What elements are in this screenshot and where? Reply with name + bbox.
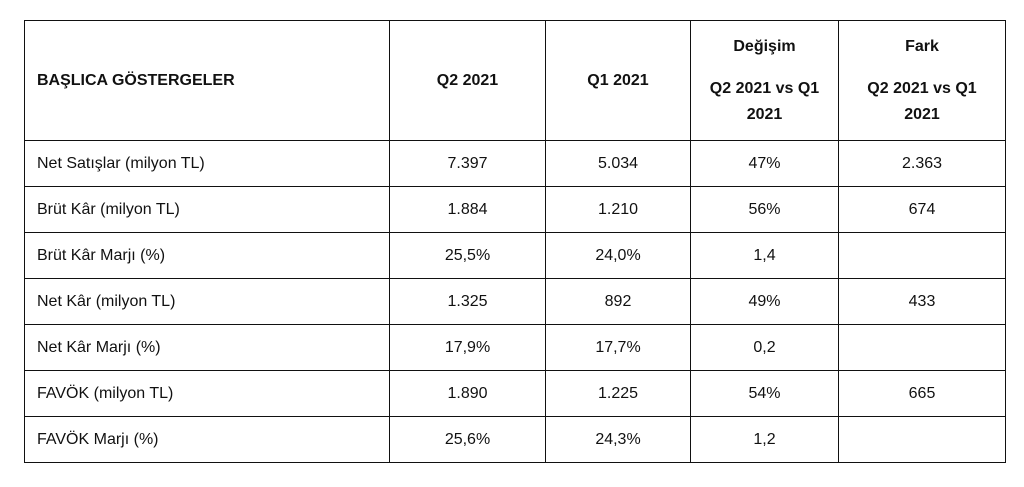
row-label: FAVÖK Marjı (%) [24,416,390,463]
header-change-subtitle: Q2 2021 vs Q1 2021 [709,79,820,123]
row-q1-value: 24,0% [545,232,691,279]
indicators-table: BAŞLICA GÖSTERGELER Q2 2021 Q1 2021 Deği… [24,20,1006,463]
row-change-value: 56% [690,186,839,233]
header-q2: Q2 2021 [389,20,546,141]
row-diff-value [838,416,1006,463]
row-q1-value: 892 [545,278,691,325]
row-q1-value: 5.034 [545,140,691,187]
row-label: FAVÖK (milyon TL) [24,370,390,417]
row-change-value: 54% [690,370,839,417]
table-row: FAVÖK (milyon TL) 1.890 1.225 54% 665 [24,370,1006,417]
row-diff-value [838,324,1006,371]
row-change-value: 1,2 [690,416,839,463]
header-q1: Q1 2021 [545,20,691,141]
table-row: Brüt Kâr (milyon TL) 1.884 1.210 56% 674 [24,186,1006,233]
row-q2-value: 17,9% [389,324,546,371]
row-label: Net Satışlar (milyon TL) [24,140,390,187]
row-q2-value: 25,5% [389,232,546,279]
table-row: Net Kâr Marjı (%) 17,9% 17,7% 0,2 [24,324,1006,371]
row-diff-value: 433 [838,278,1006,325]
header-indicators: BAŞLICA GÖSTERGELER [24,20,390,141]
table-row: Net Kâr (milyon TL) 1.325 892 49% 433 [24,278,1006,325]
row-change-value: 47% [690,140,839,187]
row-q1-value: 1.210 [545,186,691,233]
row-change-value: 1,4 [690,232,839,279]
row-q1-value: 17,7% [545,324,691,371]
row-q2-value: 1.884 [389,186,546,233]
row-diff-value: 665 [838,370,1006,417]
row-q2-value: 7.397 [389,140,546,187]
table-row: Net Satışlar (milyon TL) 7.397 5.034 47%… [24,140,1006,187]
row-q1-value: 1.225 [545,370,691,417]
header-change-title: Değişim [733,37,796,55]
row-label: Net Kâr (milyon TL) [24,278,390,325]
header-change: Değişim Q2 2021 vs Q1 2021 [690,20,839,141]
row-q2-value: 1.890 [389,370,546,417]
header-diff-title: Fark [905,37,939,55]
row-diff-value [838,232,1006,279]
header-diff: Fark Q2 2021 vs Q1 2021 [838,20,1006,141]
row-q1-value: 24,3% [545,416,691,463]
table-row: FAVÖK Marjı (%) 25,6% 24,3% 1,2 [24,416,1006,463]
row-change-value: 49% [690,278,839,325]
row-q2-value: 25,6% [389,416,546,463]
row-diff-value: 2.363 [838,140,1006,187]
table-header-row: BAŞLICA GÖSTERGELER Q2 2021 Q1 2021 Deği… [24,20,1006,141]
row-change-value: 0,2 [690,324,839,371]
row-label: Brüt Kâr Marjı (%) [24,232,390,279]
row-label: Brüt Kâr (milyon TL) [24,186,390,233]
header-diff-subtitle: Q2 2021 vs Q1 2021 [867,79,977,123]
row-q2-value: 1.325 [389,278,546,325]
row-label: Net Kâr Marjı (%) [24,324,390,371]
table-row: Brüt Kâr Marjı (%) 25,5% 24,0% 1,4 [24,232,1006,279]
row-diff-value: 674 [838,186,1006,233]
